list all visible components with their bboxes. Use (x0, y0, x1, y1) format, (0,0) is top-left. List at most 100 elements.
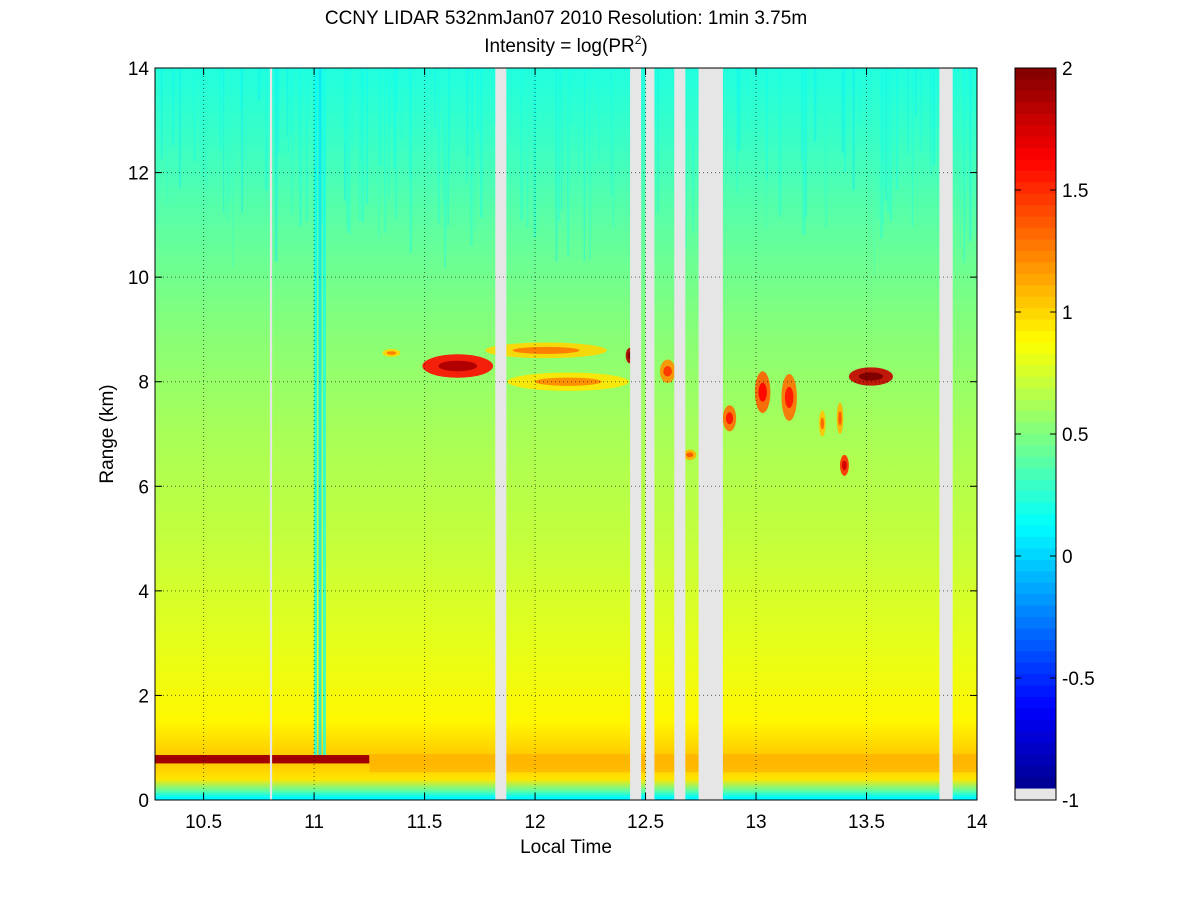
noise-streak (895, 68, 898, 190)
colorbar-band (1015, 422, 1056, 435)
noise-streak (474, 68, 476, 232)
colorbar-tick-label: -0.5 (1062, 669, 1095, 690)
cloud-feature-core (758, 382, 767, 402)
noise-streak (747, 68, 750, 132)
y-tick-label: 14 (128, 59, 150, 80)
colorbar-band (1015, 216, 1056, 229)
noise-streak (561, 68, 563, 179)
colorbar-band (1015, 548, 1056, 561)
noise-streak (736, 68, 738, 194)
noise-streak (178, 68, 181, 189)
missing-data-band (939, 68, 953, 800)
noise-streak (478, 68, 481, 126)
noise-streak (969, 68, 972, 124)
plot-frame (154, 67, 978, 801)
noise-streak (911, 68, 914, 227)
noise-streak (437, 68, 441, 224)
noise-streak (346, 68, 349, 232)
noise-streak (959, 68, 962, 201)
low-signal-column (322, 68, 326, 759)
colorbar-band (1015, 388, 1056, 401)
x-tick-label: 12.5 (627, 812, 664, 833)
noise-streak (610, 68, 612, 196)
noise-streak (841, 68, 845, 153)
noise-streak (257, 68, 261, 101)
noise-streak (239, 68, 242, 111)
noise-streak (448, 68, 450, 175)
colorbar-tick-label: 1.5 (1062, 181, 1088, 202)
noise-streak (236, 68, 240, 105)
colorbar-band (1015, 79, 1056, 92)
noise-streak (378, 68, 382, 167)
x-tick-label: 11.5 (407, 812, 443, 833)
noise-streak (467, 68, 469, 158)
noise-streak (167, 68, 169, 205)
noise-streak (683, 68, 687, 249)
noise-streak (906, 68, 910, 108)
noise-streak (589, 68, 591, 260)
noise-streak (963, 68, 966, 263)
colorbar-band (1015, 68, 1056, 81)
colorbar-band (1015, 719, 1056, 732)
colorbar-band (1015, 170, 1056, 183)
noise-streak (408, 68, 411, 178)
colorbar-tick-label: 1 (1062, 303, 1073, 324)
cloud-feature-core (838, 411, 842, 426)
colorbar-band (1015, 491, 1056, 504)
noise-streak (571, 68, 573, 123)
cloud-feature-core (512, 346, 580, 354)
colorbar-band (1015, 228, 1056, 241)
heatmap-plot-area (154, 67, 978, 801)
colorbar-band (1015, 445, 1056, 458)
noise-streak (542, 68, 545, 125)
colorbar-band (1015, 674, 1056, 687)
noise-streak (932, 68, 936, 166)
noise-streak (881, 68, 884, 225)
y-tick-label: 0 (138, 791, 149, 812)
noise-streak (722, 68, 724, 139)
colorbar-band (1015, 754, 1056, 767)
noise-streak (780, 68, 782, 213)
noise-streak (227, 68, 230, 198)
noise-streak (265, 68, 268, 191)
colorbar-band (1015, 742, 1056, 755)
noise-streak (737, 68, 741, 150)
colorbar-band (1015, 273, 1056, 286)
noise-streak (935, 68, 937, 127)
colorbar-band (1015, 731, 1056, 744)
noise-streak (447, 68, 449, 226)
chart-title: CCNY LIDAR 532nmJan07 2010 Resolution: 1… (325, 8, 807, 29)
noise-streak (275, 68, 278, 227)
colorbar-band (1015, 639, 1056, 652)
noise-streak (612, 68, 615, 229)
boundary-layer-band (155, 755, 370, 764)
low-signal-column (314, 68, 318, 759)
colorbar-band (1015, 559, 1056, 572)
noise-streak (343, 68, 347, 201)
noise-streak (287, 68, 289, 153)
noise-streak (352, 68, 355, 150)
noise-streak (693, 68, 695, 144)
colorbar-band (1015, 353, 1056, 366)
noise-streak (692, 68, 694, 233)
noise-streak (361, 68, 365, 222)
noise-streak (388, 68, 392, 127)
colorbar-missing-swatch (1015, 788, 1056, 801)
y-tick-label: 10 (128, 268, 149, 289)
noise-streak (914, 68, 917, 116)
noise-streak (395, 68, 398, 218)
noise-streak (567, 68, 570, 257)
noise-streak (241, 68, 243, 214)
colorbar-band (1015, 205, 1056, 218)
noise-streak (756, 68, 758, 118)
colorbar-tick-label: -1 (1062, 791, 1079, 812)
noise-streak (494, 68, 496, 125)
x-tick-label: 12 (524, 812, 545, 833)
colorbar-band (1015, 262, 1056, 275)
colorbar-band (1015, 193, 1056, 206)
colorbar-band (1015, 628, 1056, 641)
noise-streak (388, 68, 390, 198)
noise-streak (257, 68, 259, 103)
colorbar-band (1015, 319, 1056, 332)
